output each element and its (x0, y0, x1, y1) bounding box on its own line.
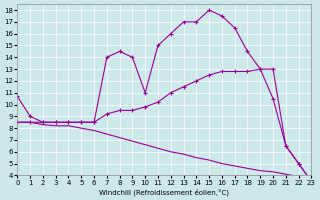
X-axis label: Windchill (Refroidissement éolien,°C): Windchill (Refroidissement éolien,°C) (100, 188, 229, 196)
